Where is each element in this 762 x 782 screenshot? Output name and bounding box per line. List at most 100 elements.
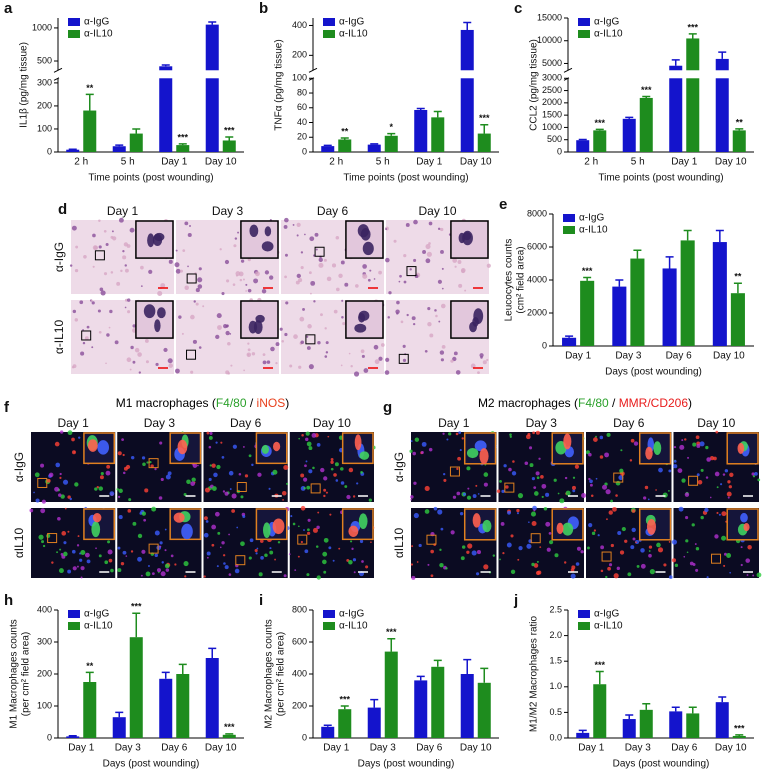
roi-box [398, 353, 409, 364]
micrograph-texture [117, 568, 122, 573]
micrograph-texture [681, 439, 684, 442]
error-bar [340, 137, 349, 140]
micrograph-texture [705, 445, 709, 450]
micrograph-texture [610, 543, 614, 548]
micrograph-texture [58, 568, 64, 574]
error-bar [625, 714, 634, 720]
micrograph-texture [84, 552, 90, 558]
y-tick-label: 0 [557, 146, 562, 156]
micrograph-texture [709, 496, 712, 499]
micrograph-texture [714, 534, 719, 539]
roi-box [601, 551, 612, 562]
micrograph-texture [467, 487, 470, 490]
micrograph-texture [378, 356, 383, 361]
micrograph-texture [82, 341, 86, 345]
micrograph-texture [510, 534, 514, 538]
y-tick-label: 1.0 [549, 681, 562, 691]
micrograph-texture [211, 543, 215, 547]
micrograph-texture [240, 259, 245, 263]
inset-cell [362, 241, 374, 256]
micrograph-texture [305, 437, 309, 442]
panel-label: a [4, 0, 13, 17]
micrograph-texture [454, 265, 457, 268]
inset-cell [92, 512, 102, 523]
micrograph-texture [236, 526, 239, 529]
significance-label: *** [224, 125, 235, 135]
micrograph-texture [216, 565, 219, 568]
bar [686, 38, 700, 152]
micrograph-texture [471, 550, 477, 556]
micrograph-texture [740, 563, 743, 567]
panel-label: i [259, 592, 263, 609]
micrograph-texture [306, 531, 311, 536]
error-bar [480, 123, 489, 134]
micrograph-texture [472, 494, 477, 498]
micrograph-texture [476, 550, 481, 555]
micrograph-texture [107, 540, 111, 544]
micrograph-texture [335, 287, 340, 292]
error-bar [132, 128, 141, 134]
micrograph-texture [330, 467, 334, 471]
micrograph-texture [409, 268, 412, 271]
micrograph-texture [535, 471, 540, 476]
micrograph-texture [410, 495, 414, 499]
error-bar [463, 21, 472, 30]
micrograph-texture [109, 491, 115, 496]
micrograph-texture [140, 265, 144, 270]
micrograph-texture [254, 271, 260, 277]
inset-cell [249, 224, 259, 238]
inset [240, 220, 279, 259]
micrograph-texture [549, 540, 554, 545]
micrograph-texture [203, 575, 206, 578]
micrograph-texture [283, 224, 288, 229]
micrograph-texture [54, 486, 60, 492]
significance-label: *** [340, 694, 351, 704]
micrograph-texture [373, 344, 379, 350]
micrograph-texture [597, 534, 600, 537]
micrograph-texture [310, 292, 312, 295]
micrograph-texture [440, 527, 444, 531]
micrograph-texture [428, 447, 433, 452]
micrograph-texture [403, 254, 407, 258]
micrograph-texture [387, 316, 390, 319]
micrograph-texture [502, 552, 505, 555]
micrograph-texture [752, 574, 755, 577]
micrograph-texture [315, 545, 319, 548]
x-tick-label: Day 1 [671, 157, 698, 168]
micrograph-texture [230, 364, 233, 367]
micrograph-texture [299, 316, 305, 322]
micrograph-texture [269, 547, 272, 550]
inset-cell [646, 518, 657, 535]
micrograph-texture [618, 475, 624, 481]
micrograph-texture [91, 346, 94, 349]
column-label: Day 10 [313, 416, 351, 430]
micrograph-texture [86, 559, 91, 564]
micrograph-texture [306, 346, 311, 350]
micrograph-texture [530, 511, 536, 517]
micrograph-texture [330, 458, 334, 461]
inset-cell [147, 233, 155, 248]
micrograph-texture [466, 466, 471, 471]
y-tick-label: 8000 [527, 208, 547, 218]
micrograph-texture [97, 309, 101, 313]
micrograph-texture [439, 548, 442, 552]
micrograph-texture [704, 507, 709, 513]
y-tick-label: 200 [292, 700, 307, 710]
inset [135, 300, 174, 339]
x-tick-label: 2 h [74, 157, 88, 168]
micrograph-texture [228, 573, 232, 576]
inset [726, 432, 759, 465]
micrograph-texture [312, 527, 318, 533]
legend-swatch [578, 610, 590, 618]
micrograph-texture [227, 341, 231, 346]
roi-box [711, 553, 722, 564]
axis-break-gap [569, 70, 755, 79]
error-bar [735, 734, 744, 736]
micrograph-texture [175, 268, 181, 274]
micrograph-texture [410, 563, 414, 566]
micrograph-texture [545, 492, 550, 497]
micrograph-texture [122, 471, 126, 475]
bar [477, 133, 491, 152]
micrograph-texture [452, 258, 458, 263]
micrograph-texture [671, 558, 677, 563]
